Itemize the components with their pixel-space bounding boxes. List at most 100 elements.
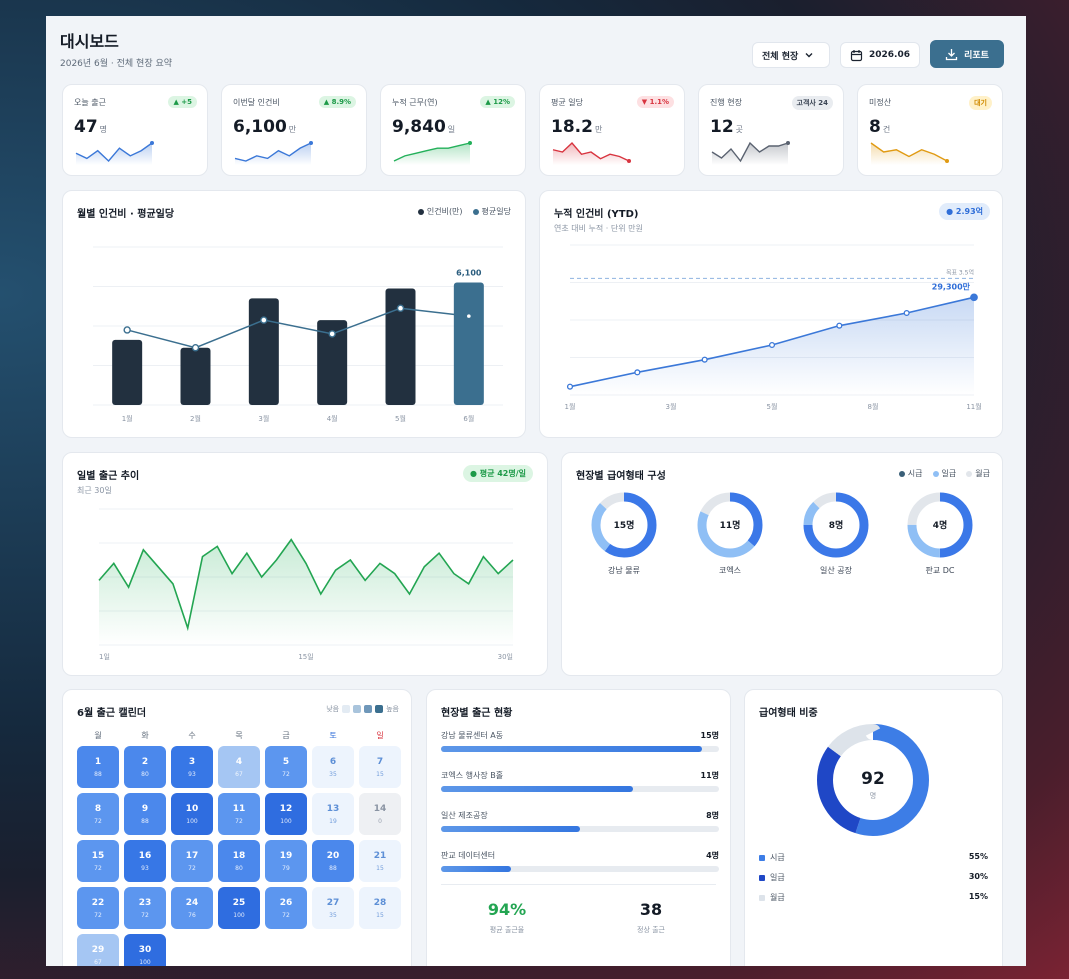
day-value: 93 xyxy=(141,864,149,872)
calendar-day[interactable]: 6 35 xyxy=(312,746,354,788)
calendar-day[interactable]: 14 0 xyxy=(359,793,401,835)
x-tick-label: 6월 xyxy=(463,414,474,423)
pay-legend-row: 월급 15% xyxy=(759,892,988,903)
calendar-day[interactable]: 5 72 xyxy=(265,746,307,788)
calendar-day[interactable]: 19 79 xyxy=(265,840,307,882)
site-progress-fill xyxy=(441,786,633,792)
sparkline-line xyxy=(552,141,630,162)
kpi-card[interactable]: 진행 현장 고객사 24 12 곳 xyxy=(698,84,844,176)
calendar-day[interactable]: 29 67 xyxy=(77,934,119,966)
day-value: 88 xyxy=(94,770,102,778)
calendar-title: 6월 출근 캘린더 xyxy=(77,708,147,719)
report-button[interactable]: 리포트 xyxy=(930,40,1004,68)
site-name: 일산 제조공장 xyxy=(441,811,488,820)
calendar-day[interactable]: 9 88 xyxy=(124,793,166,835)
chevron-down-icon xyxy=(805,53,813,58)
avg-wage-point xyxy=(467,314,471,318)
calendar-day[interactable]: 22 72 xyxy=(77,887,119,929)
bar xyxy=(112,339,143,405)
kpi-card[interactable]: 오늘 출근 ▲ +5 47 명 xyxy=(62,84,208,176)
day-number: 2 xyxy=(141,756,149,767)
day-value: 15 xyxy=(376,911,384,919)
pay-legend-row: 시급 55% xyxy=(759,852,988,863)
composition-card: 현장별 급여형태 구성 시급 일급 월급 15명 강남 물류 11명 코엑스 8명 일산 … xyxy=(561,452,1003,676)
date-picker[interactable]: 2026.06 xyxy=(840,42,920,68)
bar-data-label: 6,100 xyxy=(456,269,482,278)
day-number: 21 xyxy=(373,850,387,861)
calendar-day[interactable]: 2 80 xyxy=(124,746,166,788)
kpi-label: 평균 일당 xyxy=(551,98,583,107)
calendar-day[interactable]: 1 88 xyxy=(77,746,119,788)
calendar-day[interactable]: 24 76 xyxy=(171,887,213,929)
calendar-day[interactable]: 20 88 xyxy=(312,840,354,882)
donut-site-label: 일산 공장 xyxy=(820,565,853,575)
avg-wage-point xyxy=(191,344,200,352)
sparkline-end-point xyxy=(627,159,631,163)
weekday-label: 토 xyxy=(329,731,337,740)
calendar-day[interactable]: 27 35 xyxy=(312,887,354,929)
kpi-card[interactable]: 이번달 인건비 ▲ 8.9% 6,100 만 xyxy=(221,84,367,176)
day-value: 72 xyxy=(141,911,149,919)
weekday-label: 화 xyxy=(141,731,149,740)
site-select[interactable]: 전체 현장 xyxy=(752,42,830,68)
sparkline-area xyxy=(394,143,470,165)
calendar-day[interactable]: 10 100 xyxy=(171,793,213,835)
day-number: 22 xyxy=(91,897,105,908)
calendar-day[interactable]: 30 100 xyxy=(124,934,166,966)
day-number: 11 xyxy=(232,803,246,814)
pay-type-name: 시급 xyxy=(770,853,785,862)
pay-legend-row: 일급 30% xyxy=(759,872,988,883)
calendar-day[interactable]: 26 72 xyxy=(265,887,307,929)
calendar-day[interactable]: 11 72 xyxy=(218,793,260,835)
sparkline-line xyxy=(870,142,948,162)
calendar-day[interactable]: 28 15 xyxy=(359,887,401,929)
donut-unit: 명 xyxy=(870,791,876,800)
day-value: 76 xyxy=(188,911,196,919)
calendar-day[interactable]: 17 72 xyxy=(171,840,213,882)
ytd-point xyxy=(768,341,776,349)
kpi-badge: ▲ 12% xyxy=(480,96,515,108)
day-number: 5 xyxy=(282,756,290,767)
day-value: 100 xyxy=(139,958,151,966)
calendar-day[interactable]: 21 15 xyxy=(359,840,401,882)
calendar-legend: 낮음 높음 xyxy=(326,704,399,714)
donut-center-label: 15명 xyxy=(614,519,635,531)
calendar-day[interactable]: 13 19 xyxy=(312,793,354,835)
calendar-day[interactable]: 7 15 xyxy=(359,746,401,788)
donut-segment xyxy=(591,492,657,558)
x-tick-label: 5월 xyxy=(767,402,778,411)
site-select-label: 전체 현장 xyxy=(762,51,799,62)
ytd-chart: 목표 3.5억 29,300만 1월 3월 5월 8월 11월 xyxy=(565,244,982,411)
calendar-day[interactable]: 3 93 xyxy=(171,746,213,788)
target-label: 목표 3.5억 xyxy=(946,268,974,276)
kpi-card[interactable]: 평균 일당 ▼ 1.1% 18.2 만 xyxy=(539,84,685,176)
calendar-day[interactable]: 16 93 xyxy=(124,840,166,882)
calendar-day[interactable]: 4 67 xyxy=(218,746,260,788)
calendar-day[interactable]: 8 72 xyxy=(77,793,119,835)
calendar-day[interactable]: 18 80 xyxy=(218,840,260,882)
day-value: 79 xyxy=(282,864,290,872)
calendar-day[interactable]: 23 72 xyxy=(124,887,166,929)
kpi-badge: 대기 xyxy=(969,96,992,110)
site-count: 8명 xyxy=(706,811,719,820)
calendar-day[interactable]: 15 72 xyxy=(77,840,119,882)
kpi-badge: 고객사 24 xyxy=(791,96,833,110)
kpi-label: 미정산 xyxy=(869,98,892,107)
calendar-day[interactable]: 25 100 xyxy=(218,887,260,929)
day-value: 15 xyxy=(376,864,384,872)
kpi-value: 6,100 만 xyxy=(233,117,297,137)
day-value: 67 xyxy=(94,958,102,966)
calendar-day[interactable]: 12 100 xyxy=(265,793,307,835)
kpi-card[interactable]: 누적 근무(연) ▲ 12% 9,840 일 xyxy=(380,84,526,176)
day-value: 100 xyxy=(280,817,292,825)
legend-high: 높음 xyxy=(386,705,399,713)
kpi-value: 12 곳 xyxy=(710,117,744,137)
donut-segment xyxy=(697,492,763,558)
weekday-label: 월 xyxy=(94,731,102,740)
pay-type-pct: 15% xyxy=(968,892,988,901)
